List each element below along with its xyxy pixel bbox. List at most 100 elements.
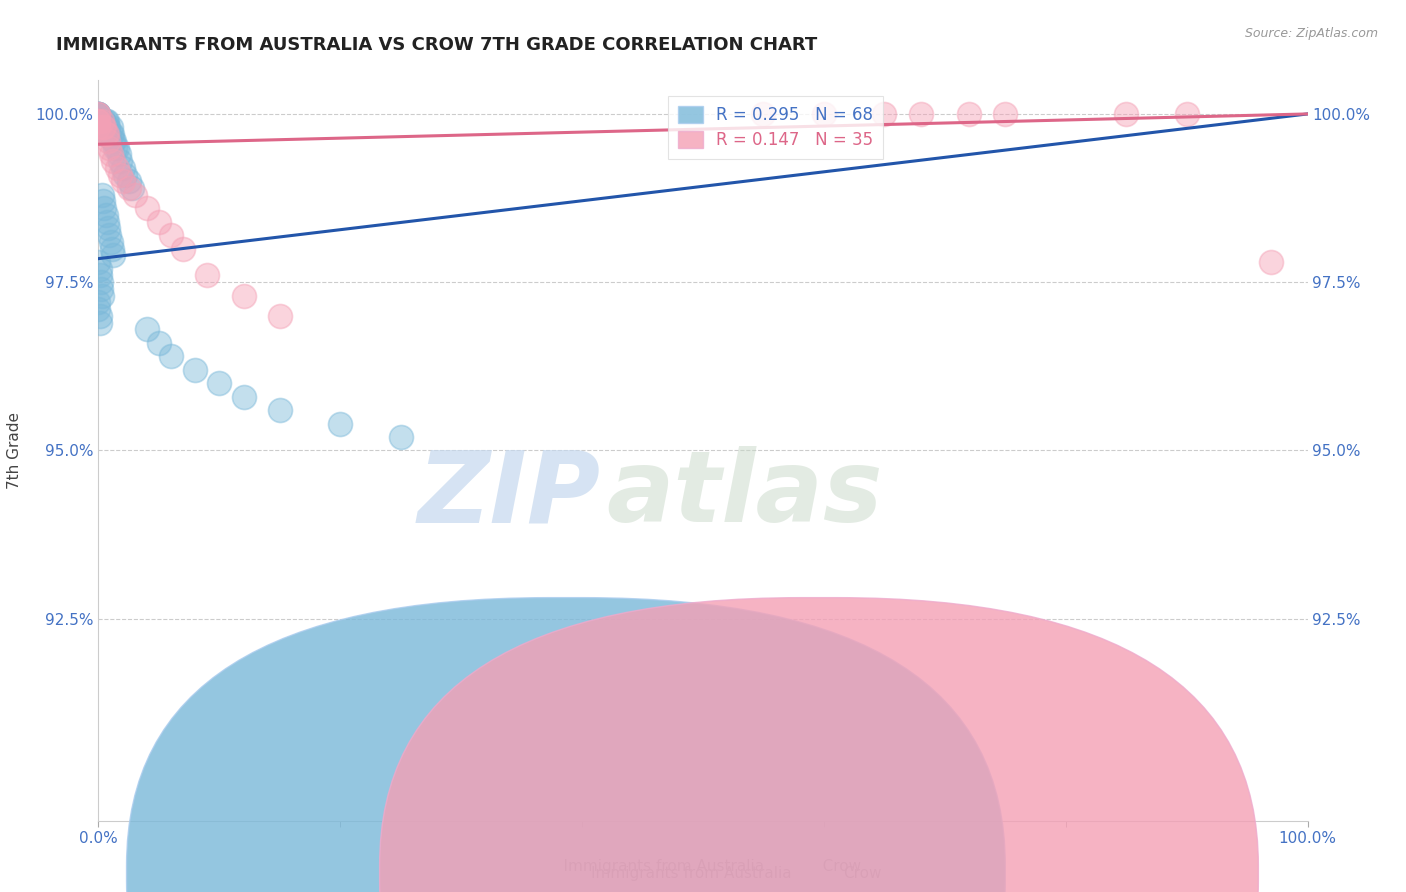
Point xyxy=(96,120,118,135)
Point xyxy=(101,248,124,262)
Point xyxy=(98,140,121,154)
Point xyxy=(87,120,110,135)
Point xyxy=(87,107,110,121)
Text: Immigrants from Australia            Crow: Immigrants from Australia Crow xyxy=(544,859,862,874)
Point xyxy=(90,282,112,296)
Point xyxy=(105,140,128,154)
Point xyxy=(118,181,141,195)
Point xyxy=(94,127,117,141)
Point xyxy=(114,168,136,182)
Point xyxy=(87,107,110,121)
Point xyxy=(87,295,110,310)
Point xyxy=(90,275,112,289)
Point xyxy=(813,107,835,121)
Point xyxy=(87,113,110,128)
Point xyxy=(135,201,157,215)
Point xyxy=(148,214,170,228)
Point xyxy=(97,127,120,141)
Point xyxy=(389,430,412,444)
Text: Immigrants from Australia: Immigrants from Australia xyxy=(591,866,792,880)
Point xyxy=(97,120,120,135)
Point xyxy=(96,214,118,228)
Point xyxy=(104,140,127,154)
Point xyxy=(994,107,1017,121)
Text: Crow: Crow xyxy=(844,866,882,880)
Point xyxy=(100,127,122,141)
Point xyxy=(91,113,114,128)
Point xyxy=(329,417,352,431)
Point xyxy=(269,309,291,323)
Point xyxy=(172,242,194,256)
Text: Source: ZipAtlas.com: Source: ZipAtlas.com xyxy=(1244,27,1378,40)
Point xyxy=(160,349,183,363)
Point xyxy=(93,127,115,141)
Point xyxy=(108,147,131,161)
Point xyxy=(87,107,110,121)
Point xyxy=(160,228,183,243)
Point xyxy=(1260,255,1282,269)
Point xyxy=(184,362,207,376)
Point xyxy=(100,147,122,161)
Point xyxy=(111,161,134,175)
Text: IMMIGRANTS FROM AUSTRALIA VS CROW 7TH GRADE CORRELATION CHART: IMMIGRANTS FROM AUSTRALIA VS CROW 7TH GR… xyxy=(56,36,817,54)
Point xyxy=(94,113,117,128)
Text: ZIP: ZIP xyxy=(418,446,600,543)
Point xyxy=(103,134,125,148)
Point xyxy=(94,208,117,222)
Point xyxy=(91,288,114,302)
Point xyxy=(87,113,110,128)
Point xyxy=(93,120,115,135)
Point xyxy=(100,120,122,135)
Point xyxy=(97,134,120,148)
Y-axis label: 7th Grade: 7th Grade xyxy=(7,412,21,489)
Point xyxy=(87,107,110,121)
Point xyxy=(910,107,932,121)
Point xyxy=(208,376,231,391)
Point xyxy=(98,127,121,141)
Point xyxy=(89,316,111,330)
Point xyxy=(93,201,115,215)
Point xyxy=(111,174,134,188)
Point xyxy=(957,107,980,121)
Point xyxy=(97,221,120,235)
Point xyxy=(135,322,157,336)
Point xyxy=(100,235,122,249)
Point xyxy=(87,107,110,121)
Point xyxy=(101,154,124,169)
Point xyxy=(89,309,111,323)
Point xyxy=(96,127,118,141)
Point xyxy=(89,268,111,283)
Point xyxy=(87,113,110,128)
Point xyxy=(91,194,114,209)
Point xyxy=(100,127,122,141)
Point xyxy=(91,120,114,135)
Point xyxy=(148,335,170,350)
Point xyxy=(1115,107,1137,121)
Point xyxy=(118,174,141,188)
Point xyxy=(87,107,110,121)
Point xyxy=(91,120,114,135)
Point xyxy=(91,187,114,202)
Point xyxy=(87,302,110,317)
Legend: R = 0.295   N = 68, R = 0.147   N = 35: R = 0.295 N = 68, R = 0.147 N = 35 xyxy=(668,96,883,159)
Point xyxy=(91,113,114,128)
Point xyxy=(105,161,128,175)
Point xyxy=(98,228,121,243)
Point xyxy=(87,113,110,128)
Point xyxy=(1175,107,1198,121)
Point xyxy=(101,134,124,148)
Point xyxy=(195,268,218,283)
Point xyxy=(96,113,118,128)
Point xyxy=(108,154,131,169)
Point xyxy=(87,120,110,135)
Point xyxy=(121,181,143,195)
Point xyxy=(87,113,110,128)
Point xyxy=(93,120,115,135)
Point xyxy=(269,403,291,417)
Point xyxy=(108,168,131,182)
Point xyxy=(89,261,111,276)
Point xyxy=(232,288,254,302)
Point xyxy=(93,113,115,128)
Point xyxy=(87,107,110,121)
Point xyxy=(91,113,114,128)
